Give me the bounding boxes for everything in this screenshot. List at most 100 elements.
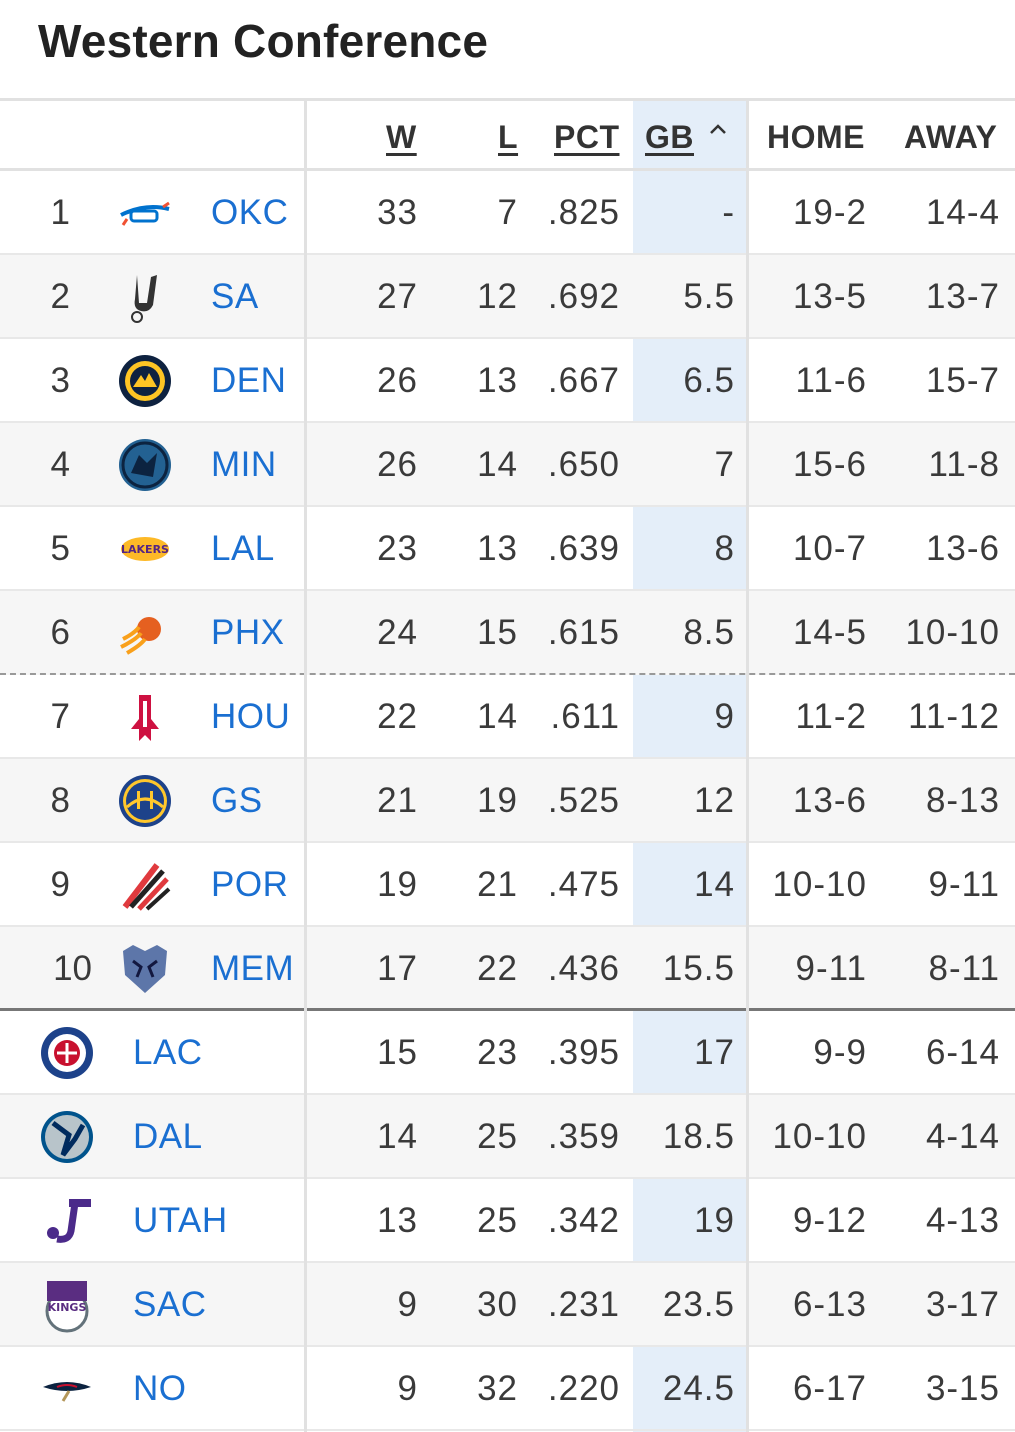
rank: 9 [50,865,70,904]
jazz-logo-icon [39,1193,95,1249]
table-row: UTAH 13 25 .342 19 9-12 4-13 [0,1179,1015,1263]
table-row: 8 GS 21 19 .525 12 13-6 8-13 [0,759,1015,843]
grizzlies-logo-icon [117,941,173,997]
sort-gb-header[interactable]: GB [645,119,694,155]
away-record: 9-11 [928,865,1000,904]
wins: 23 [377,529,418,568]
wins: 24 [377,613,418,652]
away-record: 4-13 [925,1201,1000,1240]
home-record: 13-5 [792,277,867,316]
wins: 21 [377,781,418,820]
wins: 14 [377,1117,418,1156]
losses: 13 [477,361,518,400]
rank: 7 [50,697,70,736]
away-record: 8-11 [928,949,1000,988]
win-pct: .342 [547,1201,620,1240]
away-record: 13-6 [925,529,1000,568]
team-link[interactable]: OKC [211,193,289,232]
sort-w-header[interactable]: W [386,119,417,155]
page-title: Western Conference [38,15,489,67]
away-record: 4-14 [925,1117,1000,1156]
table-row: KINGS SAC 9 30 .231 23.5 6-13 3-17 [0,1263,1015,1347]
win-pct: .611 [550,697,620,736]
team-link[interactable]: MIN [211,445,277,484]
win-pct: .615 [547,613,620,652]
away-record: 10-10 [905,613,1000,652]
games-behind: 18.5 [662,1117,735,1156]
wins: 9 [397,1369,418,1408]
svg-text:KINGS: KINGS [48,1301,87,1314]
table-header: W L PCT GB HOME AWAY [0,98,1015,171]
table-row: 6 PHX 24 15 .615 8.5 14-5 10-10 [0,591,1015,675]
wins: 26 [377,361,418,400]
rank: 8 [50,781,70,820]
table-row: 1 OKC 33 7 .825 - 19-2 14-4 [0,171,1015,255]
thunder-logo-icon [117,185,173,241]
sort-pct-header[interactable]: PCT [554,119,620,155]
games-behind: 8 [714,529,735,568]
sort-ascending-icon [710,124,726,134]
games-behind: 12 [694,781,735,820]
losses: 22 [477,949,518,988]
wins: 15 [377,1033,418,1072]
rank: 2 [50,277,70,316]
home-record: 10-7 [792,529,867,568]
team-link[interactable]: SA [211,277,259,316]
win-pct: .436 [547,949,620,988]
losses: 25 [477,1117,518,1156]
wins: 26 [377,445,418,484]
losses: 19 [477,781,518,820]
home-record: 13-6 [792,781,867,820]
away-record: 3-15 [925,1369,1000,1408]
home-record: 9-12 [792,1201,867,1240]
team-link[interactable]: PHX [211,613,285,652]
away-record: 13-7 [925,277,1000,316]
home-record: 9-9 [813,1033,867,1072]
home-record: 11-6 [795,361,867,400]
home-record: 6-13 [792,1285,867,1324]
kings-logo-icon: KINGS [39,1277,95,1333]
games-behind: 19 [694,1201,735,1240]
sort-l-header[interactable]: L [498,119,519,155]
losses: 12 [477,277,518,316]
team-link[interactable]: POR [211,865,289,904]
games-behind: 7 [714,445,735,484]
away-record: 11-12 [908,697,1000,736]
team-link[interactable]: DAL [133,1117,203,1156]
team-link[interactable]: UTAH [133,1201,228,1240]
table-row: 4 MIN 26 14 .650 7 15-6 11-8 [0,423,1015,507]
table-row: 10 MEM 17 22 .436 15.5 9-11 8-11 [0,927,1015,1011]
losses: 21 [477,865,518,904]
rank: 1 [50,193,70,232]
nuggets-logo-icon [117,353,173,409]
home-record: 15-6 [792,445,867,484]
wins: 27 [377,277,418,316]
away-record: 3-17 [925,1285,1000,1324]
svg-text:LAKERS: LAKERS [121,543,169,556]
wins: 19 [377,865,418,904]
mavericks-logo-icon [39,1109,95,1165]
home-record: 10-10 [772,1117,867,1156]
home-header: HOME [767,119,865,155]
win-pct: .692 [547,277,620,316]
team-link[interactable]: HOU [211,697,291,736]
wins: 22 [377,697,418,736]
losses: 14 [477,445,518,484]
win-pct: .475 [547,865,620,904]
rockets-logo-icon [117,689,173,745]
win-pct: .667 [547,361,620,400]
table-row: DAL 14 25 .359 18.5 10-10 4-14 [0,1095,1015,1179]
team-link[interactable]: DEN [211,361,287,400]
team-link[interactable]: GS [211,781,263,820]
wins: 13 [377,1201,418,1240]
warriors-logo-icon [117,773,173,829]
away-record: 15-7 [925,361,1000,400]
team-link[interactable]: MEM [211,949,295,988]
team-link[interactable]: NO [133,1369,187,1408]
away-header: AWAY [904,119,998,155]
team-link[interactable]: LAC [133,1033,203,1072]
lakers-logo-icon: LAKERS [117,521,173,577]
team-link[interactable]: LAL [211,529,275,568]
team-link[interactable]: SAC [133,1285,207,1324]
wins: 33 [377,193,418,232]
